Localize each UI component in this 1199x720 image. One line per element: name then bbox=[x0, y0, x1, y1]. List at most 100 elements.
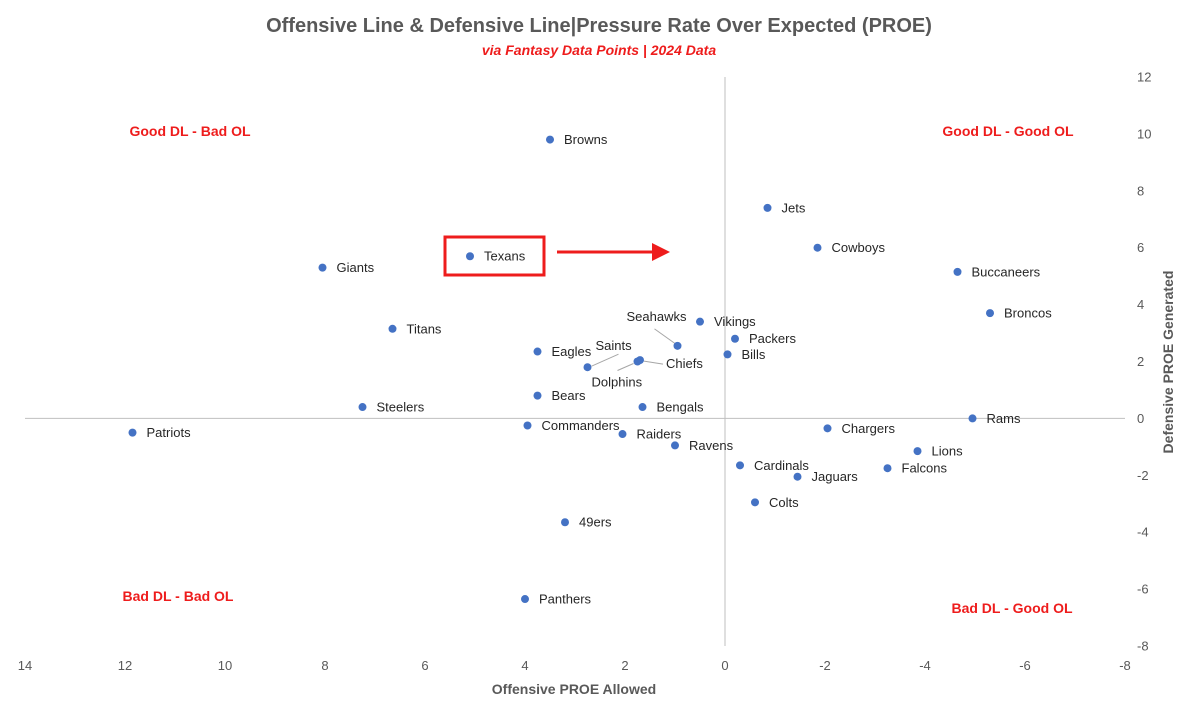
leader-lines bbox=[591, 328, 676, 371]
data-points bbox=[128, 135, 994, 604]
data-point bbox=[533, 347, 542, 356]
x-tick-label: -6 bbox=[1019, 658, 1031, 673]
data-label: Ravens bbox=[689, 438, 734, 453]
data-point bbox=[813, 243, 822, 252]
data-point bbox=[883, 464, 892, 473]
data-point bbox=[466, 252, 474, 261]
y-tick-label: 12 bbox=[1137, 70, 1151, 85]
data-label: Eagles bbox=[552, 344, 592, 359]
leader-line bbox=[617, 363, 634, 371]
data-point bbox=[388, 324, 397, 333]
data-label: Bears bbox=[552, 388, 586, 403]
x-tick-label: 2 bbox=[621, 658, 628, 673]
data-label: Bengals bbox=[657, 400, 704, 415]
data-point bbox=[671, 441, 679, 450]
data-label: 49ers bbox=[579, 515, 612, 530]
x-tick-label: 8 bbox=[321, 658, 328, 673]
leader-line bbox=[654, 328, 676, 345]
data-point bbox=[546, 135, 554, 144]
x-tick-label: 4 bbox=[521, 658, 528, 673]
texans-highlight-box bbox=[443, 235, 546, 277]
x-tick-label: -4 bbox=[919, 658, 931, 673]
x-tick-label: 0 bbox=[721, 658, 728, 673]
data-point bbox=[618, 430, 627, 439]
data-label: Titans bbox=[407, 321, 442, 336]
data-label: Cardinals bbox=[754, 458, 809, 473]
chart-title: Offensive Line & Defensive Line|Pressure… bbox=[266, 15, 932, 37]
data-label: Raiders bbox=[637, 427, 682, 442]
quadrant-label-top-left: Good DL - Bad OL bbox=[129, 123, 251, 139]
quadrant-label-top-right: Good DL - Good OL bbox=[942, 123, 1074, 139]
y-tick-label: 0 bbox=[1137, 411, 1144, 426]
data-point bbox=[793, 472, 802, 481]
y-tick-label: 8 bbox=[1137, 183, 1144, 198]
data-point bbox=[823, 424, 832, 433]
axes bbox=[25, 77, 1125, 646]
data-point bbox=[913, 447, 922, 456]
x-tick-label: -2 bbox=[819, 658, 831, 673]
data-label: Bills bbox=[742, 347, 766, 362]
data-label: Dolphins bbox=[592, 375, 643, 390]
y-tick-label: -6 bbox=[1137, 582, 1149, 597]
data-point bbox=[696, 317, 704, 326]
y-tick-label: -2 bbox=[1137, 468, 1149, 483]
leader-line bbox=[643, 360, 664, 365]
point-labels: Browns Jets Cowboys Texans Giants Buccaneers B… bbox=[147, 132, 1053, 606]
data-point bbox=[318, 263, 327, 272]
highlight-arrow-head bbox=[652, 243, 670, 261]
y-tick-label: -8 bbox=[1137, 639, 1149, 654]
leader-line bbox=[591, 353, 619, 367]
data-point bbox=[673, 341, 682, 350]
data-label: Jets bbox=[782, 200, 806, 215]
data-point bbox=[736, 461, 744, 470]
data-point bbox=[358, 403, 367, 412]
y-tick-label: 10 bbox=[1137, 126, 1151, 141]
chart-subtitle: via Fantasy Data Points | 2024 Data bbox=[482, 42, 716, 58]
data-label: Colts bbox=[769, 495, 799, 510]
data-point bbox=[968, 414, 977, 423]
data-label: Commanders bbox=[542, 418, 621, 433]
x-tick-label: 10 bbox=[218, 658, 232, 673]
data-point bbox=[763, 203, 772, 212]
data-label: Chiefs bbox=[666, 356, 703, 371]
data-label: Patriots bbox=[147, 425, 192, 440]
data-label: Giants bbox=[337, 260, 375, 275]
data-point bbox=[533, 391, 542, 400]
data-point bbox=[986, 309, 994, 318]
data-label: Broncos bbox=[1004, 306, 1052, 321]
data-label: Steelers bbox=[377, 400, 425, 415]
x-axis-label: Offensive PROE Allowed bbox=[492, 681, 656, 697]
data-label: Chargers bbox=[842, 421, 896, 436]
data-point bbox=[953, 267, 962, 276]
data-point bbox=[561, 518, 569, 527]
x-axis-ticks: 14 12 10 8 6 4 2 0 -2 -4 -6 -8 bbox=[18, 658, 1131, 673]
data-point bbox=[128, 428, 137, 437]
data-label: Cowboys bbox=[832, 240, 886, 255]
x-tick-label: 12 bbox=[118, 658, 132, 673]
y-tick-label: 2 bbox=[1137, 354, 1144, 369]
data-point bbox=[751, 498, 759, 507]
x-tick-label: -8 bbox=[1119, 658, 1131, 673]
data-point bbox=[731, 334, 739, 343]
data-label: Jaguars bbox=[812, 469, 859, 484]
data-point bbox=[521, 595, 529, 604]
y-axis-label: Defensive PROE Generated bbox=[1160, 271, 1176, 454]
x-tick-label: 14 bbox=[18, 658, 32, 673]
data-label: Packers bbox=[749, 331, 796, 346]
data-label: Falcons bbox=[902, 461, 948, 476]
data-point bbox=[723, 350, 732, 359]
data-point bbox=[633, 357, 642, 366]
data-label: Panthers bbox=[539, 592, 592, 607]
data-label: Rams bbox=[987, 411, 1021, 426]
data-label: Lions bbox=[932, 444, 964, 459]
data-point bbox=[523, 421, 532, 430]
data-label: Browns bbox=[564, 132, 608, 147]
data-label: Saints bbox=[596, 338, 633, 353]
data-label: Vikings bbox=[714, 314, 756, 329]
y-tick-label: 6 bbox=[1137, 240, 1144, 255]
data-point bbox=[583, 363, 592, 372]
x-tick-label: 6 bbox=[421, 658, 428, 673]
y-tick-label: 4 bbox=[1137, 297, 1144, 312]
data-point bbox=[638, 403, 647, 412]
